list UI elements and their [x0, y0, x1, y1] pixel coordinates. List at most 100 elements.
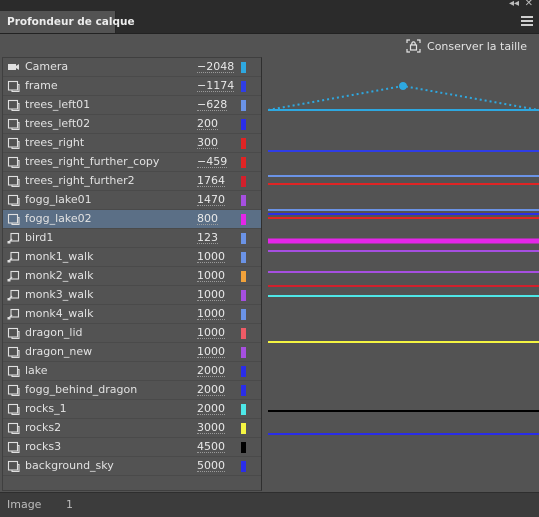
layer-row[interactable]: rocks_1 2000 — [3, 400, 261, 419]
layer-row[interactable]: trees_left02 200 — [3, 115, 261, 134]
depth-timeline[interactable] — [268, 57, 539, 491]
status-bar: Image 1 — [0, 492, 539, 517]
layer-name: monk4_walk — [25, 307, 94, 320]
layer-row[interactable]: rocks3 4500 — [3, 438, 261, 457]
layer-depth-value[interactable]: 1000 — [197, 345, 225, 358]
layer-depth-value[interactable]: 1000 — [197, 288, 225, 301]
layer-depth-value[interactable]: 300 — [197, 136, 218, 149]
layer-row[interactable]: fogg_lake01 1470 — [3, 191, 261, 210]
layer-name: monk1_walk — [25, 250, 94, 263]
layer-name: background_sky — [25, 459, 114, 472]
layer-row[interactable]: fogg_lake02 800 — [3, 210, 261, 229]
layer-color-swatch — [241, 385, 246, 396]
layer-row[interactable]: trees_right_further2 1764 — [3, 172, 261, 191]
layer-color-swatch — [241, 62, 246, 73]
layer-name: rocks_1 — [25, 402, 67, 415]
camera-handle[interactable] — [399, 82, 407, 90]
layer-color-swatch — [241, 271, 246, 282]
layer-color-swatch — [241, 176, 246, 187]
layer-color-swatch — [241, 100, 246, 111]
layer-row[interactable]: Camera −2048 — [3, 58, 261, 77]
layer-depth-value[interactable]: 4500 — [197, 440, 225, 453]
graphic-icon — [7, 308, 20, 320]
keep-size-button[interactable]: Conserver la taille — [406, 36, 527, 56]
layer-name: fogg_lake01 — [25, 193, 92, 206]
layer-row[interactable]: monk1_walk 1000 — [3, 248, 261, 267]
layer-row[interactable]: trees_left01 −628 — [3, 96, 261, 115]
layer-row[interactable]: frame −1174 — [3, 77, 261, 96]
layer-icon — [7, 175, 20, 187]
layer-depth-value[interactable]: 2000 — [197, 364, 225, 377]
tab-layer-depth[interactable]: Profondeur de calque — [0, 11, 135, 33]
layer-icon — [7, 346, 20, 358]
layer-icon — [7, 194, 20, 206]
layer-depth-value[interactable]: 1000 — [197, 250, 225, 263]
layer-depth-value[interactable]: −628 — [197, 98, 228, 111]
layer-row[interactable]: monk2_walk 1000 — [3, 267, 261, 286]
layer-icon — [7, 384, 20, 396]
layer-row[interactable]: monk3_walk 1000 — [3, 286, 261, 305]
layer-depth-value[interactable]: 1764 — [197, 174, 225, 187]
layer-depth-value[interactable]: 1000 — [197, 269, 225, 282]
layer-name: frame — [25, 79, 58, 92]
layer-name: rocks3 — [25, 440, 62, 453]
layer-row[interactable]: trees_right_further_copy −459 — [3, 153, 261, 172]
layer-icon — [7, 441, 20, 453]
layer-depth-value[interactable]: 1000 — [197, 326, 225, 339]
layer-depth-value[interactable]: 1000 — [197, 307, 225, 320]
frame-number: 1 — [66, 498, 73, 511]
layer-color-swatch — [241, 233, 246, 244]
layer-name: fogg_lake02 — [25, 212, 92, 225]
window-top-strip: ◂◂ ✕ — [0, 0, 539, 11]
layer-depth-value[interactable]: 3000 — [197, 421, 225, 434]
layer-row[interactable]: fogg_behind_dragon 2000 — [3, 381, 261, 400]
layer-depth-value[interactable]: 5000 — [197, 459, 225, 472]
layer-color-swatch — [241, 157, 246, 168]
layer-depth-value[interactable]: −1174 — [197, 79, 235, 92]
layer-color-swatch — [241, 366, 246, 377]
layer-name: trees_right_further2 — [25, 174, 135, 187]
depth-graph — [268, 82, 539, 435]
layer-depth-panel: Conserver la taille Camera −2048 frame −117… — [0, 34, 539, 492]
layer-name: trees_left01 — [25, 98, 91, 111]
graphic-icon — [7, 270, 20, 282]
layer-name: trees_left02 — [25, 117, 91, 130]
layer-depth-value[interactable]: 1470 — [197, 193, 225, 206]
close-icon[interactable]: ✕ — [524, 0, 533, 9]
layer-row[interactable]: bird1 123 — [3, 229, 261, 248]
layer-icon — [7, 156, 20, 168]
layer-icon — [7, 403, 20, 415]
layer-row[interactable]: trees_right 300 — [3, 134, 261, 153]
camera-frustum — [268, 84, 539, 111]
layer-list: Camera −2048 frame −1174 trees_left01 −628 tre… — [2, 57, 262, 491]
layer-depth-value[interactable]: −459 — [197, 155, 228, 168]
layer-row[interactable]: dragon_lid 1000 — [3, 324, 261, 343]
layer-color-swatch — [241, 461, 246, 472]
frame-label: Image — [7, 498, 42, 511]
layer-depth-value[interactable]: 2000 — [197, 402, 225, 415]
layer-depth-value[interactable]: −2048 — [197, 60, 235, 73]
layer-color-swatch — [241, 138, 246, 149]
layer-depth-value[interactable]: 123 — [197, 231, 218, 244]
keep-size-icon — [406, 39, 421, 53]
layer-color-swatch — [241, 214, 246, 225]
layer-row[interactable]: background_sky 5000 — [3, 457, 261, 476]
layer-depth-value[interactable]: 200 — [197, 117, 218, 130]
camera-icon — [8, 64, 19, 70]
panel-menu-icon[interactable] — [521, 16, 533, 26]
layer-row[interactable]: lake 2000 — [3, 362, 261, 381]
layer-depth-value[interactable]: 2000 — [197, 383, 225, 396]
layer-row[interactable]: rocks2 3000 — [3, 419, 261, 438]
layer-row[interactable]: dragon_new 1000 — [3, 343, 261, 362]
collapse-icon[interactable]: ◂◂ — [508, 0, 519, 9]
layer-name: fogg_behind_dragon — [25, 383, 138, 396]
layer-row[interactable]: monk4_walk 1000 — [3, 305, 261, 324]
layer-name: dragon_lid — [25, 326, 83, 339]
layer-color-swatch — [241, 309, 246, 320]
layer-name: trees_right — [25, 136, 85, 149]
layer-depth-value[interactable]: 800 — [197, 212, 218, 225]
layer-icon — [7, 99, 20, 111]
layer-name: lake — [25, 364, 48, 377]
layer-color-swatch — [241, 442, 246, 453]
layer-icon — [7, 422, 20, 434]
